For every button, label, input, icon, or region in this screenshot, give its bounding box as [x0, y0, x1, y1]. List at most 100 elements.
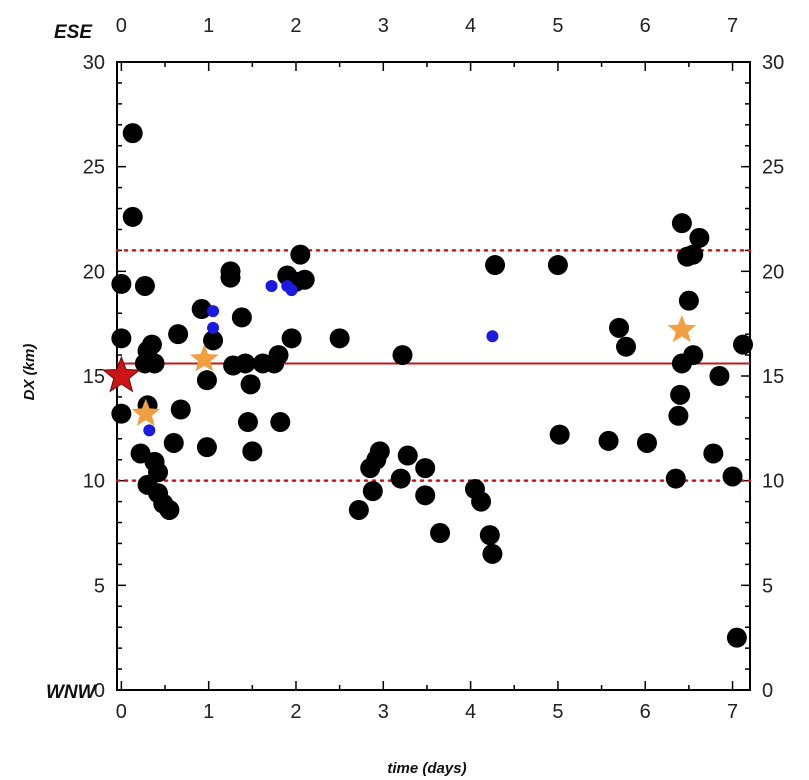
x-tick-label-top: 7	[727, 15, 738, 37]
data-point	[482, 543, 503, 564]
data-point	[670, 384, 691, 405]
star-marker	[667, 314, 697, 343]
x-tick-label-top: 2	[290, 15, 301, 37]
data-point	[281, 328, 302, 349]
data-point	[722, 466, 743, 487]
y-tick-label: 15	[83, 366, 105, 388]
data-point	[397, 445, 418, 466]
x-tick-label: 3	[378, 701, 389, 723]
x-tick-label-top: 1	[203, 15, 214, 37]
data-point	[148, 462, 169, 483]
data-point	[191, 299, 212, 320]
x-axis-title: time (days)	[387, 760, 466, 777]
data-point	[144, 353, 165, 374]
y-tick-label-right: 10	[762, 471, 784, 493]
data-point	[170, 399, 191, 420]
y-axis-title: DX (km)	[21, 344, 38, 401]
data-point	[485, 255, 506, 276]
y-tick-label: 20	[83, 261, 105, 283]
data-point	[141, 334, 162, 355]
y-tick-label-right: 25	[762, 157, 784, 179]
data-point	[415, 485, 436, 506]
data-point	[348, 499, 369, 520]
data-point-small	[265, 279, 278, 292]
data-point	[196, 370, 217, 391]
data-point	[235, 353, 256, 374]
x-tick-label: 4	[465, 701, 476, 723]
main-star-marker	[101, 355, 141, 393]
y-tick-label-right: 15	[762, 366, 784, 388]
data-point-small	[285, 284, 298, 297]
y-tick-label-right: 30	[762, 52, 784, 74]
data-point	[290, 244, 311, 265]
data-point	[392, 345, 413, 366]
direction-label-top: ESE	[54, 22, 93, 43]
data-point	[709, 366, 730, 386]
data-point-small	[486, 330, 499, 343]
data-point	[237, 412, 258, 433]
data-point	[268, 345, 289, 366]
data-point	[242, 441, 263, 462]
data-point	[471, 491, 492, 512]
data-point-small	[143, 424, 156, 437]
star-marker	[131, 398, 161, 426]
data-point	[703, 443, 724, 464]
data-point	[671, 213, 692, 234]
x-tick-label: 6	[640, 701, 651, 723]
x-tick-label: 2	[290, 701, 301, 723]
data-point	[636, 432, 657, 453]
y-tick-label-right: 0	[762, 680, 773, 702]
data-point-small	[207, 305, 220, 318]
data-point	[111, 273, 132, 294]
data-point	[270, 412, 291, 433]
data-point	[689, 227, 710, 248]
data-point	[122, 206, 143, 227]
data-point	[390, 468, 411, 489]
y-tick-label-right: 20	[762, 261, 784, 283]
data-point	[362, 481, 383, 502]
data-point	[415, 458, 436, 479]
data-point-small	[207, 321, 220, 334]
data-point	[111, 403, 132, 424]
x-tick-label-top: 5	[552, 15, 563, 37]
data-point	[163, 432, 184, 453]
x-tick-label-top: 3	[378, 15, 389, 37]
data-point	[134, 275, 155, 296]
data-point	[159, 499, 180, 520]
x-tick-label: 5	[552, 701, 563, 723]
star-marker	[190, 344, 219, 372]
data-point	[111, 328, 132, 349]
direction-label-bottom: WNW	[46, 682, 98, 703]
x-tick-label-top: 4	[465, 15, 476, 37]
data-point	[196, 437, 217, 458]
data-point	[616, 336, 637, 357]
x-tick-label-top: 0	[116, 15, 127, 37]
y-tick-label: 30	[83, 52, 105, 74]
data-point	[329, 328, 350, 349]
y-tick-label: 0	[94, 680, 105, 702]
data-point	[203, 330, 224, 351]
data-point	[668, 405, 689, 426]
data-point	[683, 244, 704, 265]
data-point	[549, 424, 570, 445]
y-tick-label: 5	[94, 575, 105, 597]
y-tick-label: 10	[83, 471, 105, 493]
x-tick-label: 7	[727, 701, 738, 723]
data-point	[220, 267, 241, 288]
data-point	[609, 317, 630, 338]
data-point	[122, 123, 143, 144]
data-point	[369, 441, 390, 462]
data-point	[547, 255, 568, 276]
y-tick-label: 25	[83, 157, 105, 179]
x-tick-label: 1	[203, 701, 214, 723]
data-point	[598, 430, 619, 451]
data-point	[430, 523, 451, 543]
data-point	[240, 374, 261, 395]
data-point	[683, 345, 704, 366]
reference-lines	[115, 249, 752, 482]
data-point	[168, 324, 189, 345]
data-point	[231, 307, 252, 328]
data-points	[101, 123, 754, 648]
